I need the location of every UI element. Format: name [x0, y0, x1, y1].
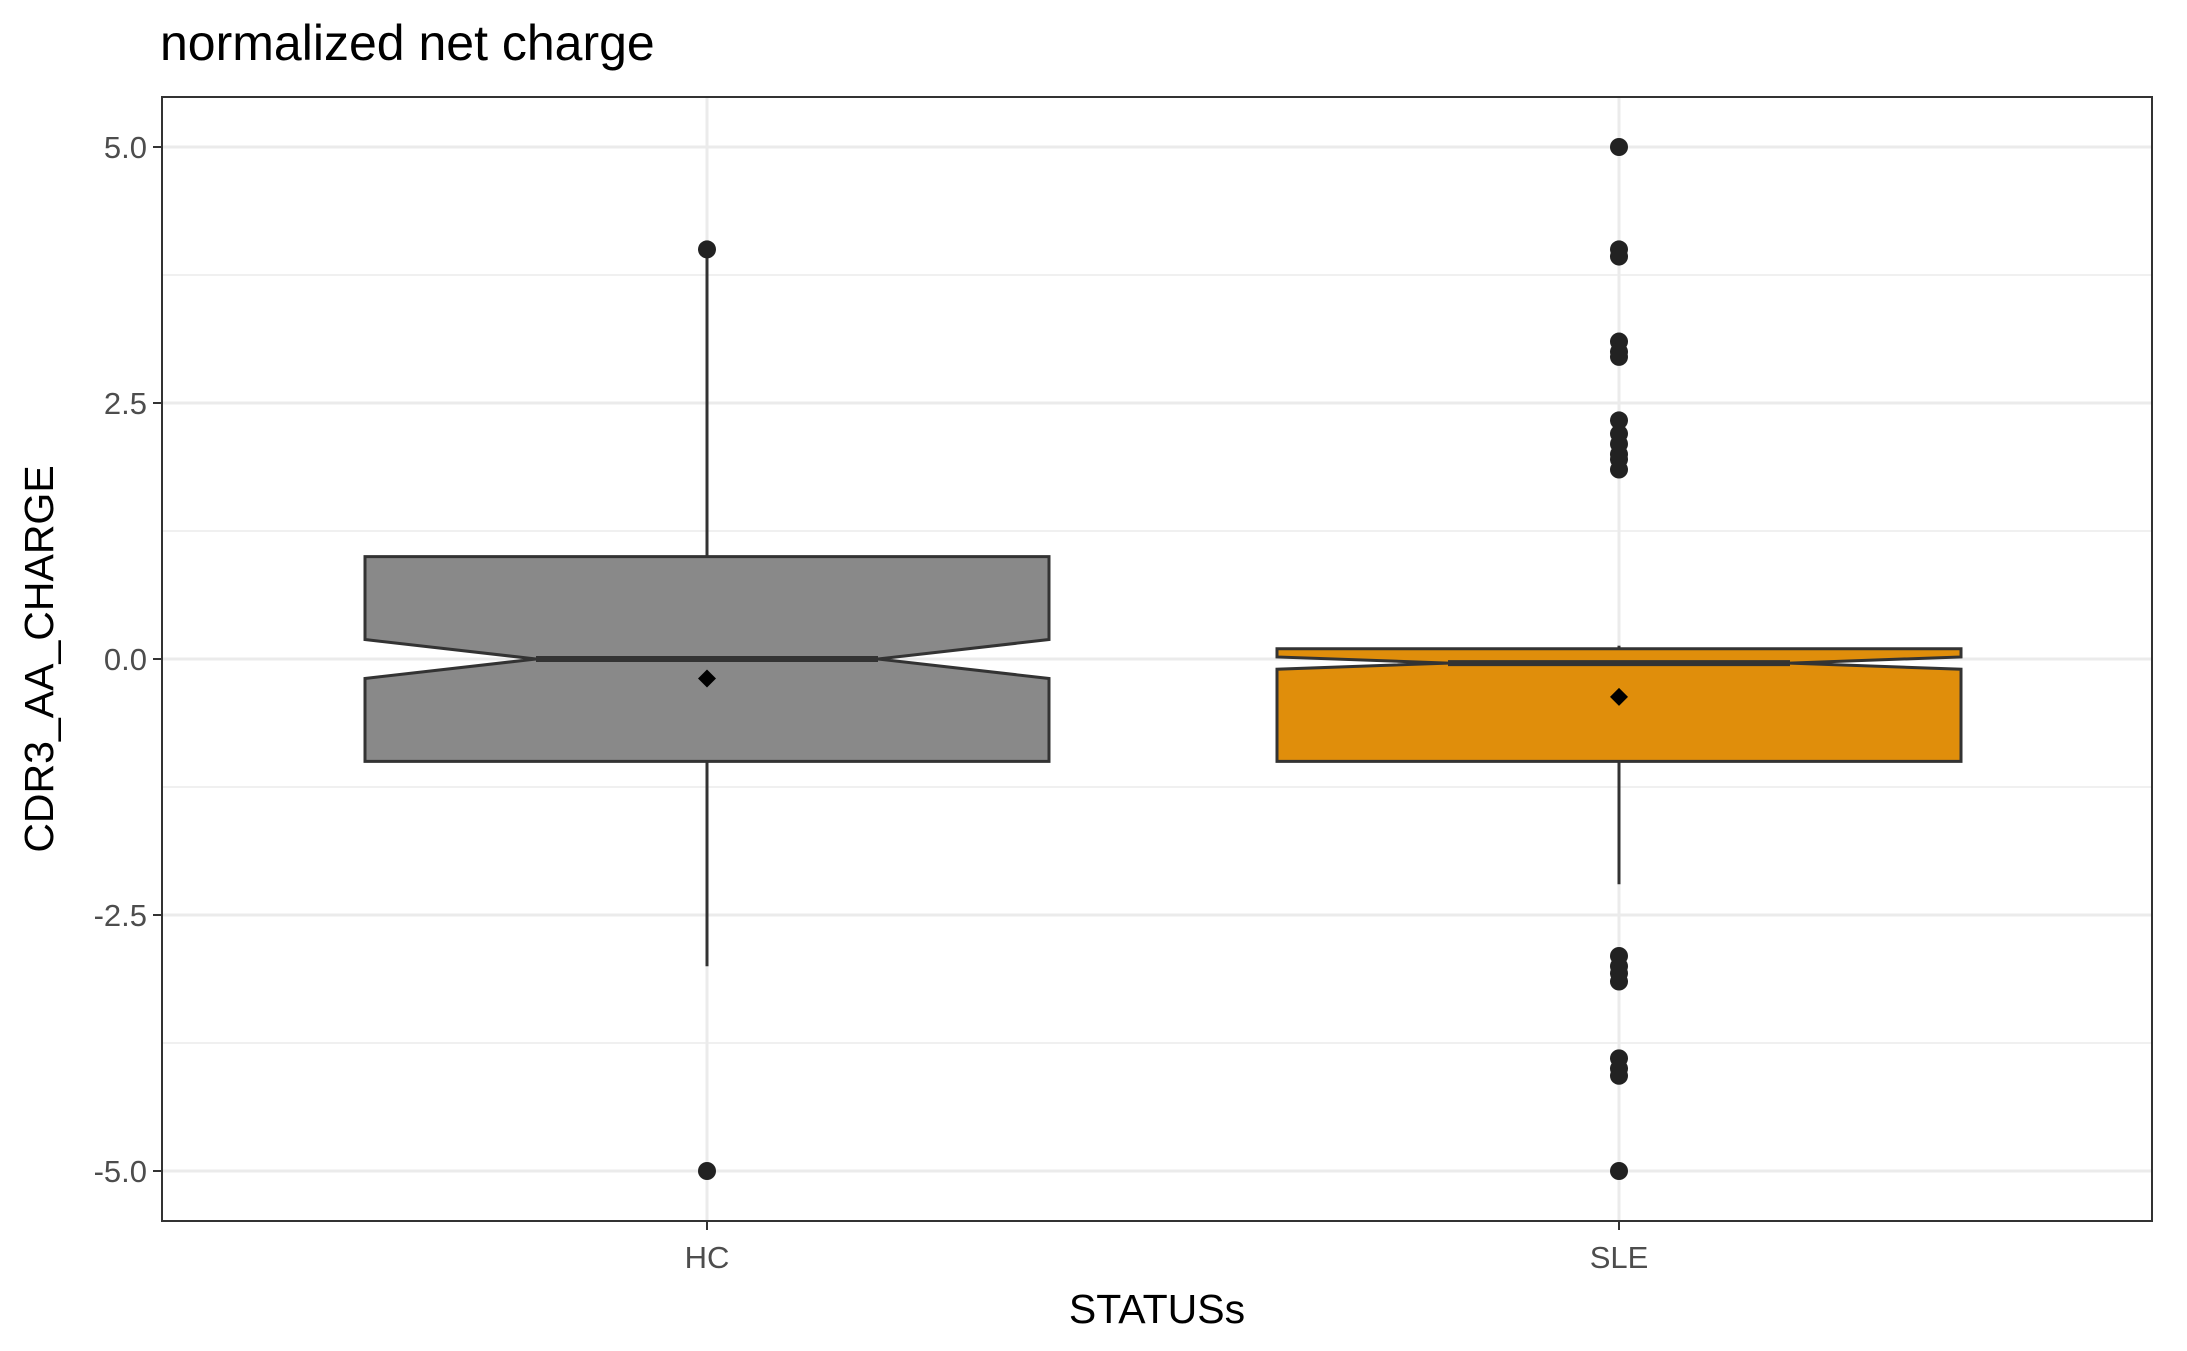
- axes: 5.0 2.5 0.0 -2.5 -5.0 HC SLE: [94, 130, 1649, 1275]
- outlier-point: [698, 1162, 716, 1180]
- outlier-point: [1610, 247, 1628, 266]
- mean-marker: [1610, 687, 1628, 706]
- y-axis-title: CDR3_AA_CHARGE: [16, 465, 62, 852]
- x-tick-label: HC: [685, 1240, 730, 1275]
- y-tick-label: 0.0: [104, 642, 147, 677]
- box-sle: [1275, 138, 1963, 1180]
- outlier-point: [1610, 460, 1628, 479]
- outlier-point: [1610, 411, 1628, 430]
- outlier-point: [1610, 347, 1628, 366]
- box-layer: [363, 138, 1963, 1180]
- outlier-point: [1610, 1066, 1628, 1085]
- y-tick-label: -2.5: [94, 898, 147, 933]
- mean-marker: [698, 669, 716, 688]
- outlier-point: [1610, 138, 1628, 156]
- y-tick-label: 2.5: [104, 386, 147, 421]
- grid-lines: [162, 97, 2152, 1221]
- x-axis-title: STATUSs: [1069, 1286, 1245, 1332]
- outlier-point: [698, 240, 716, 259]
- y-tick-label: -5.0: [94, 1154, 147, 1189]
- y-tick-label: 5.0: [104, 130, 147, 165]
- box-hc: [363, 240, 1051, 1180]
- x-tick-label: SLE: [1590, 1240, 1649, 1275]
- outlier-point: [1610, 972, 1628, 991]
- outlier-point: [1610, 1162, 1628, 1180]
- chart-title: normalized net charge: [160, 15, 655, 71]
